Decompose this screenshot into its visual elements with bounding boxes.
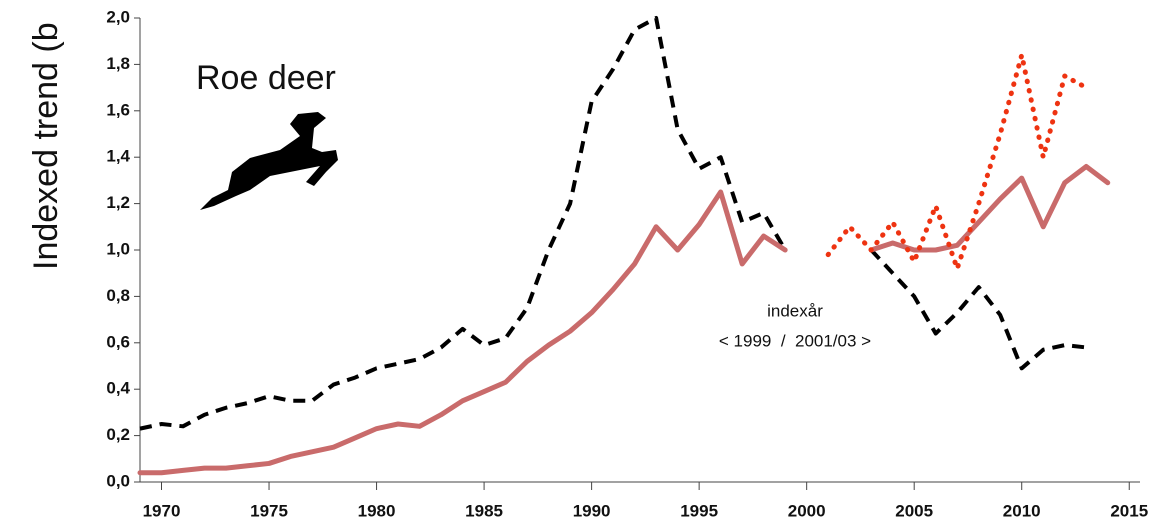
y-tick-label: 0,4: [106, 379, 130, 398]
y-tick-label: 0,2: [106, 425, 130, 444]
series-line: [825, 52, 1089, 272]
x-tick-label: 1970: [143, 501, 181, 520]
y-tick-label: 0,6: [106, 332, 130, 351]
y-tick-label: 1,6: [106, 100, 130, 119]
y-tick-label: 1,4: [106, 147, 130, 166]
y-axis-label: Indexed trend (b: [27, 22, 65, 270]
x-tick-label: 2010: [1003, 501, 1041, 520]
x-tick-label: 1985: [465, 501, 503, 520]
deer-icon: [200, 112, 338, 210]
y-tick-label: 0,8: [106, 286, 130, 305]
x-tick-label: 1990: [573, 501, 611, 520]
annotation: indexår: [767, 301, 823, 320]
x-tick-label: 1995: [680, 501, 718, 520]
y-tick-label: 1,2: [106, 193, 130, 212]
y-tick-label: 0,0: [106, 471, 130, 490]
x-tick-label: 1975: [250, 501, 288, 520]
y-tick-label: 1,0: [106, 239, 130, 258]
annotation: < 1999 / 2001/03 >: [719, 331, 871, 350]
x-tick-label: 2005: [895, 501, 933, 520]
y-tick-label: 2,0: [106, 7, 130, 26]
y-tick-label: 1,8: [106, 54, 130, 73]
annotation: Roe deer: [196, 59, 336, 97]
series-line: [139, 16, 1087, 431]
x-tick-label: 2015: [1110, 501, 1148, 520]
x-tick-label: 1980: [358, 501, 396, 520]
series-line: [137, 163, 1111, 476]
x-tick-label: 2000: [788, 501, 826, 520]
